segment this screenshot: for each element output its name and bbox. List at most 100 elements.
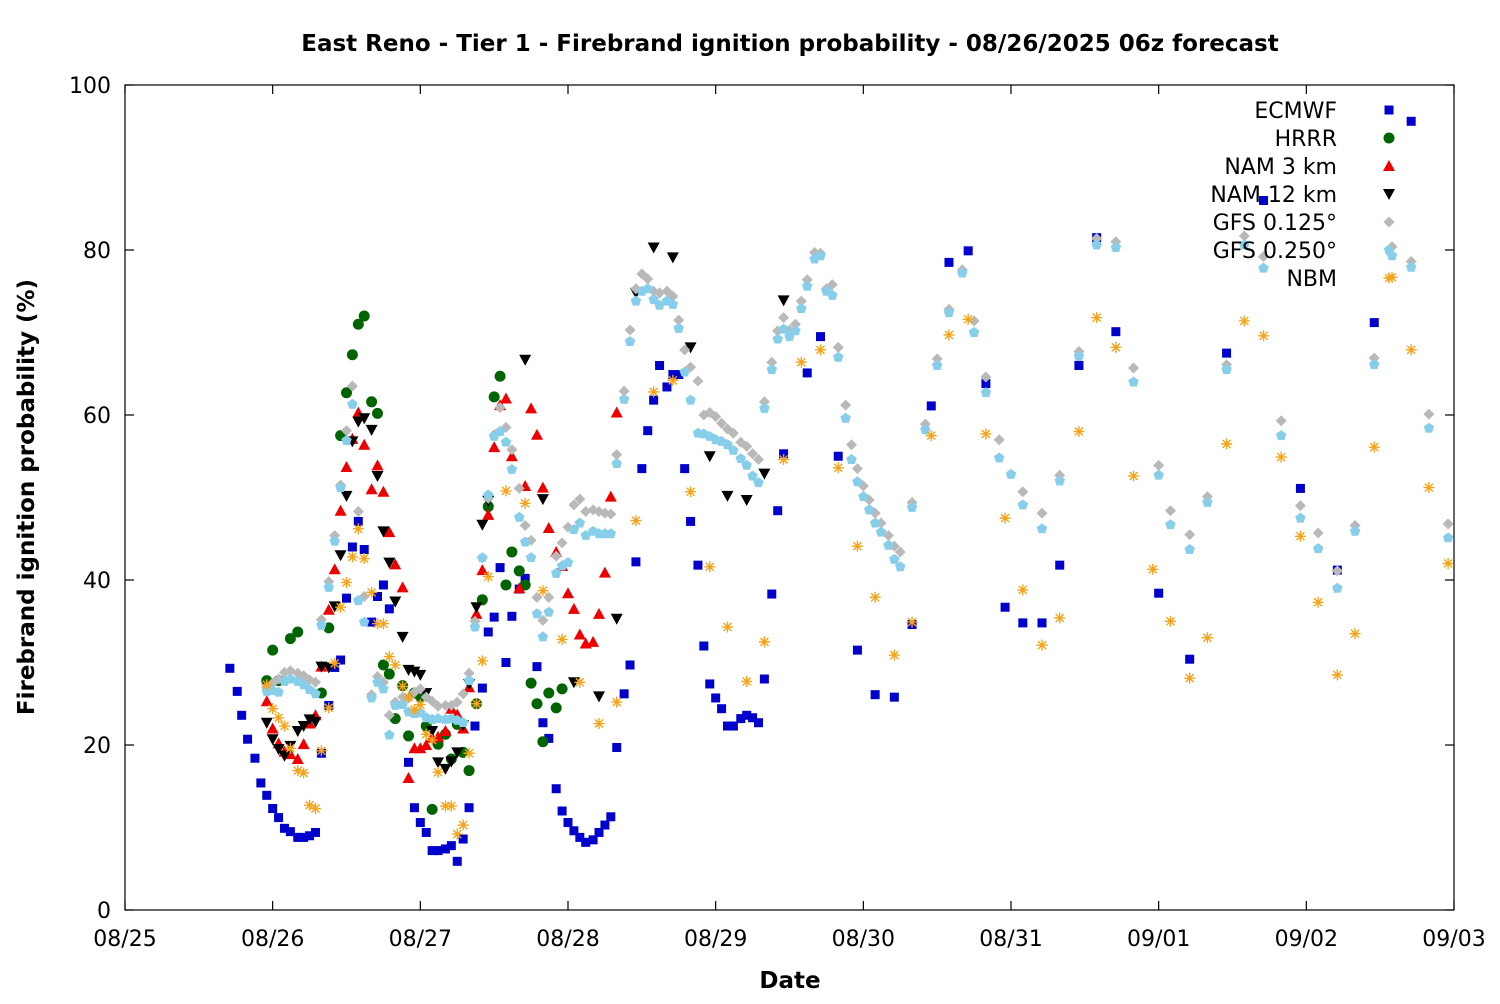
data-point: [981, 379, 991, 389]
data-point: [593, 506, 605, 518]
data-point: [673, 322, 684, 333]
data-point: [328, 563, 341, 575]
data-point: [1036, 523, 1048, 534]
data-point: [574, 517, 586, 528]
data-point: [943, 307, 955, 318]
data-point: [469, 621, 481, 632]
data-point: [267, 703, 279, 715]
x-tick-label: 08/25: [93, 927, 156, 952]
data-point: [537, 585, 549, 597]
data-point: [519, 520, 531, 532]
data-point: [329, 535, 340, 546]
data-point: [618, 385, 630, 397]
data-point: [304, 799, 316, 811]
series-5: [261, 239, 1454, 740]
data-point: [980, 371, 992, 383]
data-point: [377, 485, 390, 497]
legend-marker: [1383, 189, 1395, 200]
data-point: [530, 428, 543, 440]
data-point: [1442, 558, 1454, 569]
data-point: [341, 435, 352, 446]
data-point: [605, 528, 617, 539]
data-point: [470, 698, 482, 710]
data-point: [1221, 364, 1232, 375]
legend-marker: [1383, 160, 1395, 171]
legend-label: GFS 0.250°: [1213, 239, 1337, 264]
data-point: [372, 676, 383, 687]
data-point: [1054, 475, 1065, 486]
data-point: [346, 551, 358, 563]
y-tick-label: 20: [83, 734, 111, 759]
data-point: [463, 675, 475, 686]
data-point: [759, 402, 770, 413]
data-point: [278, 750, 291, 762]
data-point: [352, 318, 364, 330]
data-point: [494, 402, 506, 414]
y-tick-label: 60: [83, 404, 111, 429]
data-point: [668, 370, 678, 380]
legend-label: HRRR: [1275, 127, 1337, 152]
data-point: [232, 686, 242, 696]
data-point: [778, 312, 790, 324]
data-point: [747, 470, 758, 481]
data-point: [1036, 639, 1048, 651]
data-point: [943, 329, 955, 341]
data-point: [477, 552, 488, 563]
data-point: [637, 464, 647, 474]
data-point: [604, 490, 617, 502]
data-point: [618, 393, 630, 404]
data-point: [611, 449, 623, 461]
data-point: [968, 315, 980, 327]
data-point: [340, 460, 353, 472]
data-point: [543, 687, 555, 699]
data-point: [506, 546, 518, 558]
data-point: [1164, 615, 1176, 627]
data-point: [334, 504, 347, 516]
data-point: [334, 550, 347, 562]
x-tick-label: 08/30: [832, 927, 895, 952]
data-point: [457, 688, 469, 700]
data-point: [543, 606, 555, 617]
data-point: [432, 730, 445, 742]
data-point: [642, 283, 653, 294]
data-point: [358, 438, 371, 450]
data-point: [1164, 505, 1176, 517]
data-point: [346, 349, 358, 361]
data-point: [397, 699, 408, 710]
data-point: [482, 571, 494, 583]
data-point: [366, 586, 378, 598]
data-point: [457, 819, 469, 831]
data-point: [507, 611, 517, 621]
data-point: [451, 828, 463, 840]
data-point: [421, 827, 431, 837]
data-point: [882, 529, 894, 541]
data-point: [869, 591, 881, 603]
data-point: [520, 573, 530, 583]
data-point: [1258, 330, 1270, 342]
data-point: [1259, 196, 1269, 205]
data-point: [567, 602, 580, 614]
y-axis-label: Firebrand ignition probability (%): [14, 279, 40, 715]
data-point: [680, 464, 690, 474]
data-point: [1369, 359, 1380, 370]
data-point: [439, 699, 451, 711]
data-point: [500, 485, 512, 497]
data-point: [1349, 525, 1361, 536]
data-point: [778, 323, 789, 334]
points-layer: [225, 116, 1454, 866]
data-point: [390, 699, 401, 710]
data-point: [1147, 563, 1159, 575]
data-point: [869, 517, 881, 528]
data-point: [1017, 499, 1029, 510]
data-point: [537, 631, 549, 642]
data-point: [741, 675, 753, 687]
data-point: [278, 720, 290, 732]
data-point: [679, 366, 690, 377]
data-point: [297, 738, 310, 750]
data-point: [537, 736, 549, 748]
data-point: [624, 336, 636, 347]
data-point: [600, 820, 610, 830]
data-point: [384, 729, 395, 740]
